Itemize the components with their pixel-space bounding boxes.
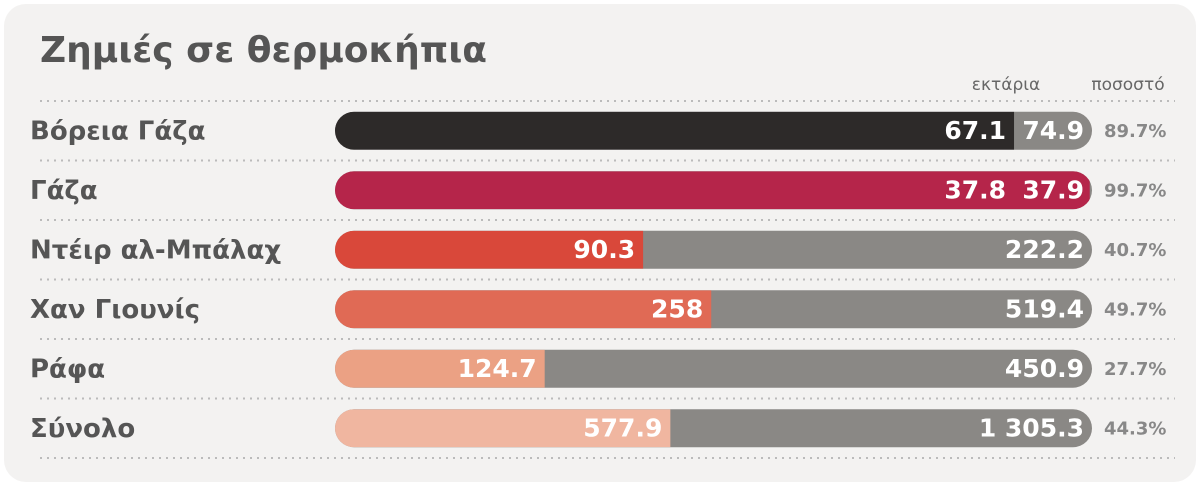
bar-fill (335, 111, 1015, 150)
total-label: 1 305.3 (979, 413, 1084, 442)
bar-fill (335, 349, 545, 388)
percent-label: 49.7% (1104, 299, 1166, 320)
value-label: 37.8 (944, 175, 1006, 204)
value-header: εκτάρια (972, 75, 1040, 95)
category-label: Βόρεια Γάζα (30, 116, 205, 146)
category-label: Σύνολο (30, 414, 135, 444)
value-label: 124.7 (458, 354, 537, 383)
percent-label: 40.7% (1104, 240, 1166, 261)
bar-fill (335, 171, 1090, 210)
category-label: Γάζα (30, 176, 98, 206)
value-label: 577.9 (583, 413, 662, 442)
bar-fill (335, 290, 712, 329)
total-label: 519.4 (1005, 294, 1084, 323)
bar-fill (335, 230, 644, 269)
percent-label: 99.7% (1104, 180, 1166, 201)
total-label: 450.9 (1005, 354, 1084, 383)
category-label: Ράφα (30, 354, 105, 384)
percent-label: 27.7% (1104, 359, 1166, 380)
total-label: 74.9 (1022, 116, 1084, 145)
chart-title: Ζημιές σε θερμοκήπια (40, 30, 487, 71)
value-label: 90.3 (573, 235, 635, 264)
total-label: 222.2 (1005, 235, 1084, 264)
category-label: Ντέιρ αλ-Μπάλαχ (30, 235, 281, 265)
total-label: 37.9 (1022, 175, 1084, 204)
percent-label: 89.7% (1104, 121, 1166, 142)
value-label: 258 (651, 294, 703, 323)
percent-header: ποσοστό (1091, 75, 1164, 95)
percent-label: 44.3% (1104, 418, 1166, 439)
value-label: 67.1 (944, 116, 1006, 145)
bar-fill (335, 409, 671, 448)
category-label: Χαν Γιουνίς (30, 295, 200, 325)
